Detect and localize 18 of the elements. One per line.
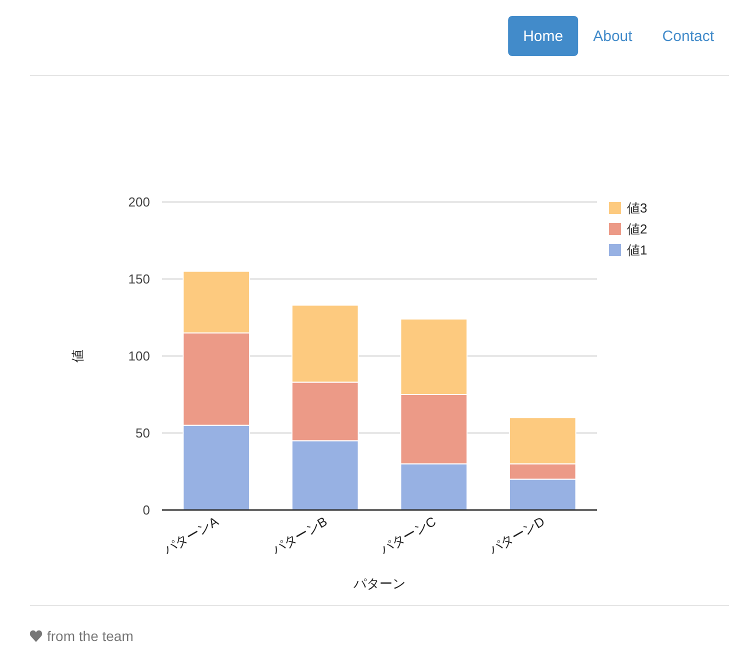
y-tick-label: 150 [128, 272, 150, 287]
x-tick-label: パターンB [268, 514, 330, 558]
legend-label: 値1 [627, 242, 648, 258]
y-tick-label: 200 [128, 194, 150, 210]
legend-label: 値3 [627, 200, 648, 216]
x-tick-label: パターンD [486, 514, 548, 558]
footer: from the team [30, 628, 134, 644]
nav-link: About [593, 28, 632, 45]
y-axis-title: 値 [70, 350, 85, 362]
y-tick-label: 0 [142, 502, 150, 518]
x-tick-label: パターンA [160, 513, 222, 558]
legend-label: 値2 [627, 222, 648, 237]
nav-link: Contact [662, 28, 714, 45]
nav-button-active: Home [508, 16, 578, 56]
y-tick-label: 50 [136, 426, 150, 441]
y-tick-label: 100 [128, 348, 150, 364]
x-axis-title: パターン [352, 576, 406, 591]
x-tick-label: パターンC [376, 514, 438, 558]
